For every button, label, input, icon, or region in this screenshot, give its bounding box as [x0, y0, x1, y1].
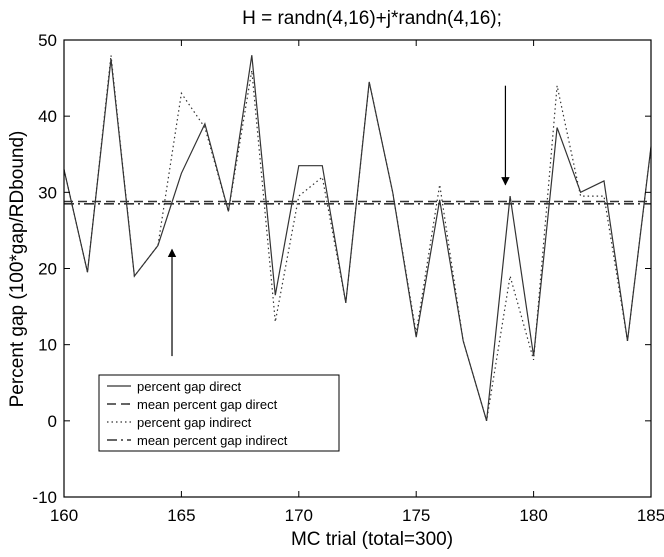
- legend-label: percent gap direct: [137, 379, 241, 394]
- y-axis-label: Percent gap (100*gap/RDbound): [7, 131, 28, 408]
- y-tick-label: 20: [38, 260, 57, 279]
- y-tick-label: 50: [38, 31, 57, 50]
- x-tick-label: 180: [519, 506, 547, 525]
- series-line-1: [63, 55, 652, 421]
- axis-ticks: 160 165 170 175 180 185 -10 0 10 20 30 40 50: [32, 31, 664, 525]
- legend-label: mean percent gap indirect: [137, 433, 288, 448]
- series-line-3: [63, 55, 652, 421]
- legend: percent gap direct mean percent gap direc…: [98, 374, 340, 452]
- legend-label: percent gap indirect: [137, 415, 252, 430]
- x-tick-label: 165: [167, 506, 195, 525]
- y-tick-label: -10: [32, 488, 57, 507]
- x-axis-label: MC trial (total=300): [291, 529, 453, 550]
- y-tick-label: 40: [38, 107, 57, 126]
- legend-box: [98, 374, 340, 452]
- x-tick-label: 160: [50, 506, 78, 525]
- x-tick-label: 185: [637, 506, 664, 525]
- x-tick-label: 175: [402, 506, 430, 525]
- y-tick-label: 10: [38, 336, 57, 355]
- y-tick-label: 30: [38, 183, 57, 202]
- chart-title: H = randn(4,16)+j*randn(4,16);: [242, 8, 502, 29]
- x-tick-label: 170: [285, 506, 313, 525]
- legend-label: mean percent gap direct: [137, 397, 278, 412]
- plot-area: [63, 55, 652, 421]
- y-tick-label: 0: [48, 412, 57, 431]
